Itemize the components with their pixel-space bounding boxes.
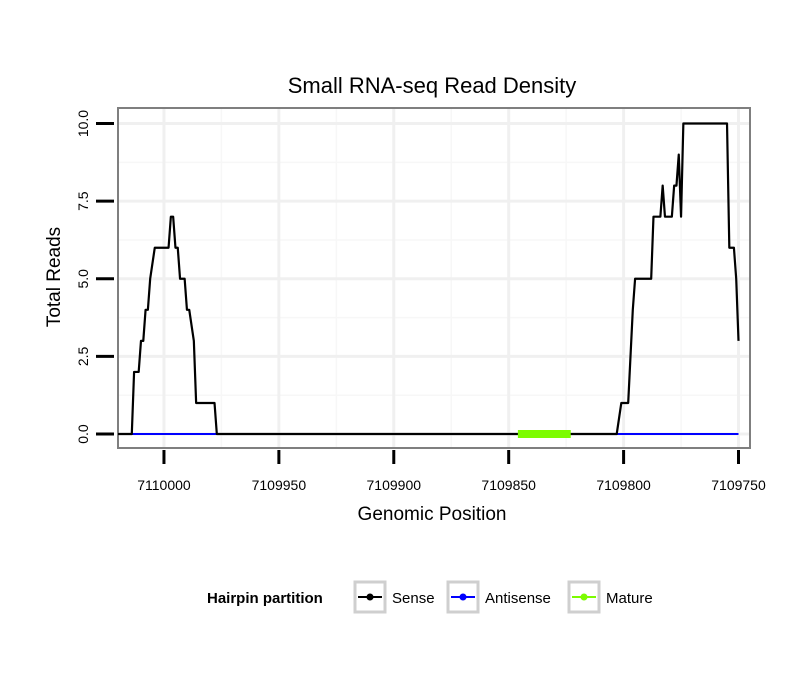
axes: 7110000 7109950 7109900 7109850 7109800 71097… <box>75 110 766 493</box>
x-tick-label: 7109850 <box>481 477 536 493</box>
chart-title: Small RNA-seq Read Density <box>288 73 577 98</box>
y-tick-label: 7.5 <box>75 191 91 211</box>
x-axis-title: Genomic Position <box>358 504 507 525</box>
y-tick-label: 2.5 <box>75 346 91 366</box>
legend-label-sense: Sense <box>392 590 435 607</box>
legend-label-antisense: Antisense <box>485 590 551 607</box>
y-tick-label: 5.0 <box>75 269 91 289</box>
legend-swatch-point <box>459 593 467 601</box>
y-tick-label: 10.0 <box>75 110 91 137</box>
legend: Hairpin partition Sense Antisense Mature <box>207 580 653 614</box>
legend-label-mature: Mature <box>606 590 653 607</box>
plot-border <box>117 107 751 449</box>
y-tick-label: 0.0 <box>75 424 91 444</box>
x-tick-label: 7110000 <box>137 477 191 493</box>
series-layer <box>118 122 740 439</box>
legend-swatch-point <box>366 593 374 601</box>
x-tick-label: 7109950 <box>252 477 307 493</box>
legend-title: Hairpin partition <box>207 590 323 607</box>
x-tick-label: 7109800 <box>596 477 651 493</box>
x-tick-label: 7109750 <box>711 477 766 493</box>
x-tick-label: 7109900 <box>367 477 422 493</box>
grid <box>118 108 750 448</box>
legend-swatch-point <box>580 593 588 601</box>
y-axis-title: Total Reads <box>44 227 65 327</box>
